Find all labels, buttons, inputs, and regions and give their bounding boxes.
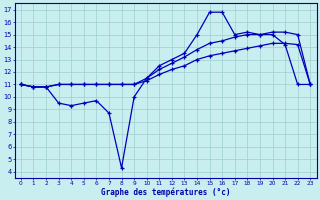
X-axis label: Graphe des températures (°c): Graphe des températures (°c) [101, 187, 230, 197]
